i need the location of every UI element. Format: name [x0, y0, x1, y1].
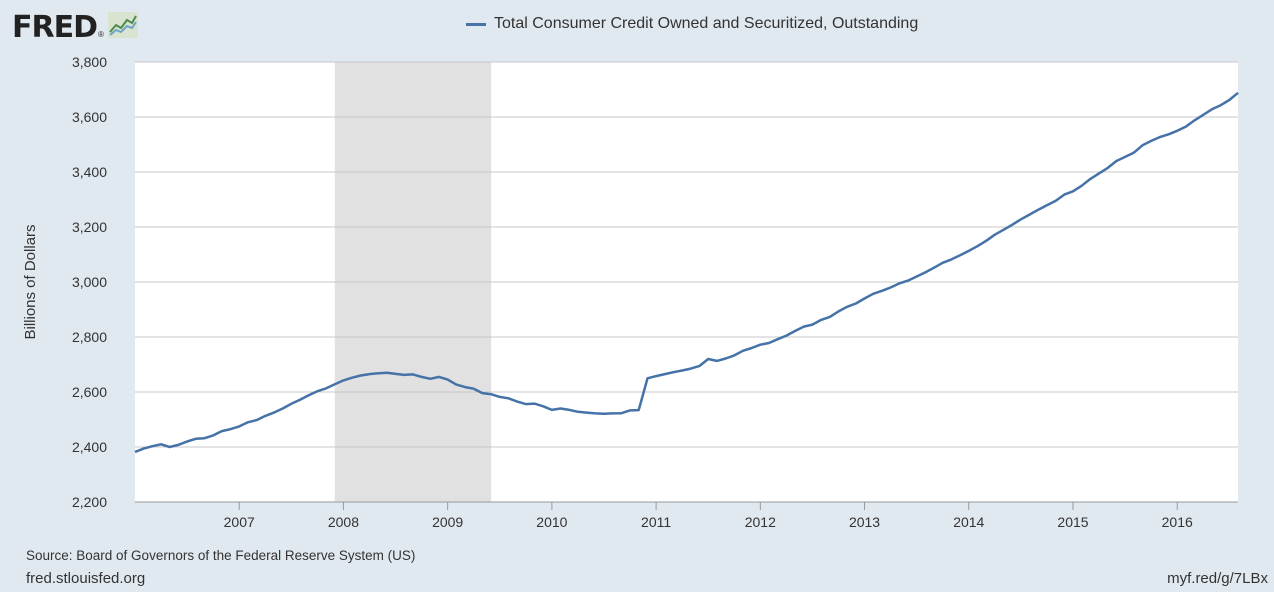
x-tick-label: 2010	[536, 514, 567, 530]
series-line	[134, 91, 1239, 454]
chart-legend: Total Consumer Credit Owned and Securiti…	[466, 15, 918, 33]
y-tick-label: 2,800	[72, 329, 107, 345]
y-tick-label: 3,800	[72, 54, 107, 70]
x-tick-label: 2007	[224, 514, 255, 530]
y-tick-label: 3,000	[72, 274, 107, 290]
x-tick-label: 2014	[953, 514, 984, 530]
fred-logo[interactable]: FRED ®	[12, 10, 138, 45]
y-tick-label: 3,200	[72, 219, 107, 235]
x-tick-label: 2009	[432, 514, 463, 530]
logo-text: FRED	[12, 10, 98, 45]
x-tick-label: 2012	[745, 514, 776, 530]
legend-series-label: Total Consumer Credit Owned and Securiti…	[494, 15, 919, 32]
x-tick-label: 2015	[1057, 514, 1088, 530]
y-axis-title: Billions of Dollars	[22, 224, 39, 339]
y-tick-label: 2,200	[72, 494, 107, 510]
x-tick-label: 2011	[641, 514, 671, 530]
legend-swatch	[466, 22, 486, 26]
logo-registered-mark: ®	[98, 30, 104, 39]
fred-chart-icon	[107, 12, 138, 43]
y-tick-label: 2,600	[72, 384, 107, 400]
source-note: Source: Board of Governors of the Federa…	[26, 548, 416, 563]
x-tick-label: 2016	[1162, 514, 1193, 530]
site-link[interactable]: fred.stlouisfed.org	[26, 570, 146, 587]
x-tick-label: 2013	[849, 514, 880, 530]
y-tick-label: 2,400	[72, 439, 107, 455]
y-tick-label: 3,600	[72, 109, 107, 125]
y-tick-label: 3,400	[72, 164, 107, 180]
short-link[interactable]: myf.red/g/7LBx	[1167, 570, 1268, 587]
x-tick-label: 2008	[328, 514, 359, 530]
